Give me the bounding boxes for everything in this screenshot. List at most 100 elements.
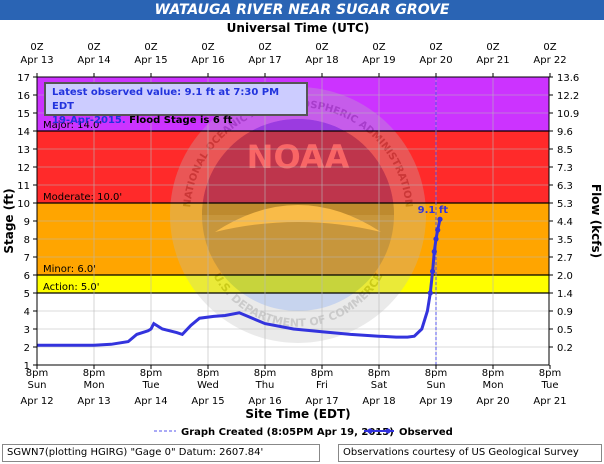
- right-tick-label: 12.2: [557, 91, 579, 102]
- bottom-tick-label-date: Apr 18: [362, 396, 395, 407]
- legend: Graph Created (8:05PM Apr 19, 2015) Obse…: [154, 427, 453, 438]
- bottom-tick-label-time: 8pm: [539, 368, 561, 379]
- top-tick-label-hour: 0Z: [486, 42, 499, 53]
- flood-label-moderate: Moderate: 10.0': [43, 192, 122, 203]
- bottom-tick-label-time: 8pm: [26, 368, 48, 379]
- bottom-tick-label-day: Tue: [540, 380, 558, 391]
- gage-datum-footer: SGWN7(plotting HGIRG) "Gage 0" Datum: 26…: [2, 444, 320, 462]
- left-tick-label: 14: [17, 127, 30, 138]
- watermark-text: NOAA: [247, 138, 350, 176]
- left-tick-label: 9: [24, 217, 30, 228]
- left-tick-label: 15: [17, 109, 30, 120]
- bottom-tick-label-day: Mon: [482, 380, 503, 391]
- top-tick-label-date: Apr 19: [362, 55, 395, 66]
- top-tick-label-hour: 0Z: [372, 42, 385, 53]
- right-tick-label: 4.4: [557, 217, 573, 228]
- right-tick-label: 9.6: [557, 127, 573, 138]
- legend-graph-created: Graph Created (8:05PM Apr 19, 2015): [181, 427, 394, 438]
- bottom-tick-label-time: 8pm: [368, 368, 390, 379]
- bottom-tick-label-day: Mon: [83, 380, 104, 391]
- flood-category-labels: Action: 5.0' Minor: 6.0' Moderate: 10.0' Ma…: [43, 120, 122, 293]
- bottom-tick-label-date: Apr 19: [419, 396, 452, 407]
- bottom-tick-label-date: Apr 15: [191, 396, 224, 407]
- bottom-tick-label-date: Apr 17: [305, 396, 338, 407]
- legend-observed-label: Observed: [399, 427, 453, 438]
- bottom-axis-label: Site Time (EDT): [245, 407, 350, 421]
- right-tick-label: 0.5: [557, 325, 573, 336]
- left-tick-label: 16: [17, 91, 30, 102]
- top-tick-label-date: Apr 18: [305, 55, 338, 66]
- bottom-tick-label-date: Apr 16: [248, 396, 281, 407]
- top-tick-label-hour: 0Z: [315, 42, 328, 53]
- bottom-tick-label-date: Apr 14: [134, 396, 167, 407]
- bottom-tick-label-time: 8pm: [254, 368, 276, 379]
- latest-date: 19-Apr-2015.: [52, 115, 126, 126]
- left-axis-label: Stage (ft): [2, 188, 16, 253]
- left-tick-label: 3: [24, 325, 30, 336]
- bottom-tick-label-time: 8pm: [140, 368, 162, 379]
- top-tick-label-hour: 0Z: [543, 42, 556, 53]
- observed-point: [431, 249, 437, 255]
- bottom-tick-label-day: Sun: [426, 380, 445, 391]
- right-tick-label: 7.3: [557, 163, 573, 174]
- bottom-tick-label-date: Apr 12: [20, 396, 53, 407]
- right-tick-label: 10.9: [557, 109, 579, 120]
- bottom-tick-label-time: 8pm: [197, 368, 219, 379]
- bottom-tick-label-day: Wed: [197, 380, 219, 391]
- top-tick-label-date: Apr 16: [191, 55, 224, 66]
- observed-series-markers: [427, 216, 443, 296]
- right-tick-label: 8.5: [557, 145, 573, 156]
- right-tick-label: 2.7: [557, 253, 573, 264]
- top-tick-label-date: Apr 15: [134, 55, 167, 66]
- top-tick-label-hour: 0Z: [144, 42, 157, 53]
- right-axis-label: Flow (kcfs): [589, 184, 603, 258]
- left-tick-label: 1: [24, 361, 30, 372]
- chart-title: WATAUGA RIVER NEAR SUGAR GROVE: [0, 0, 604, 20]
- left-tick-label: 10: [17, 199, 30, 210]
- latest-value-label: 9.1 ft: [418, 205, 449, 216]
- right-tick-label: 5.3: [557, 199, 573, 210]
- left-tick-label: 2: [24, 343, 30, 354]
- observed-point: [435, 227, 441, 233]
- top-tick-label-hour: 0Z: [258, 42, 271, 53]
- latest-value-line: Latest observed value: 9.1 ft at 7:30 PM…: [52, 87, 280, 112]
- left-tick-label: 8: [24, 235, 30, 246]
- left-tick-label: 7: [24, 253, 30, 264]
- latest-date-line: 19-Apr-2015. Flood Stage is 6 ft: [52, 114, 300, 128]
- axis-ticks: 12345678910111213141516170.20.50.91.42.0…: [17, 42, 579, 407]
- observed-point: [429, 268, 436, 274]
- flood-band-action: [37, 275, 549, 293]
- observed-series-line: [37, 218, 442, 347]
- bottom-tick-label-day: Sat: [371, 380, 387, 391]
- right-tick-label: 0.2: [557, 343, 573, 354]
- top-axis-label: Universal Time (UTC): [227, 21, 370, 35]
- top-tick-label-hour: 0Z: [201, 42, 214, 53]
- legend-observed-marker-left: [367, 428, 373, 434]
- bottom-tick-label-day: Tue: [141, 380, 159, 391]
- top-tick-label-date: Apr 14: [77, 55, 110, 66]
- flood-label-minor: Minor: 6.0': [43, 264, 96, 275]
- bottom-tick-label-time: 8pm: [425, 368, 447, 379]
- right-tick-label: 1.4: [557, 289, 573, 300]
- bottom-tick-label-time: 8pm: [83, 368, 105, 379]
- top-tick-label-date: Apr 13: [20, 55, 53, 66]
- right-tick-label: 6.3: [557, 181, 573, 192]
- bottom-tick-label-date: Apr 20: [476, 396, 509, 407]
- flood-label-action: Action: 5.0': [43, 282, 100, 293]
- bottom-tick-label-day: Thu: [255, 380, 275, 391]
- observed-point: [427, 290, 433, 296]
- latest-value-box: Latest observed value: 9.1 ft at 7:30 PM…: [44, 82, 308, 126]
- flood-label-major: Major: 14.0': [43, 120, 102, 131]
- left-tick-label: 13: [17, 145, 30, 156]
- left-tick-label: 12: [17, 163, 30, 174]
- observed-point: [433, 236, 439, 242]
- top-tick-label-date: Apr 21: [476, 55, 509, 66]
- left-tick-label: 5: [24, 289, 30, 300]
- observed-point: [437, 216, 443, 222]
- top-tick-label-hour: 0Z: [30, 42, 43, 53]
- observations-credit-footer: Observations courtesy of US Geological S…: [338, 444, 602, 462]
- right-tick-label: 2.0: [557, 271, 573, 282]
- top-tick-label-date: Apr 22: [533, 55, 566, 66]
- bottom-tick-label-day: Sun: [27, 380, 46, 391]
